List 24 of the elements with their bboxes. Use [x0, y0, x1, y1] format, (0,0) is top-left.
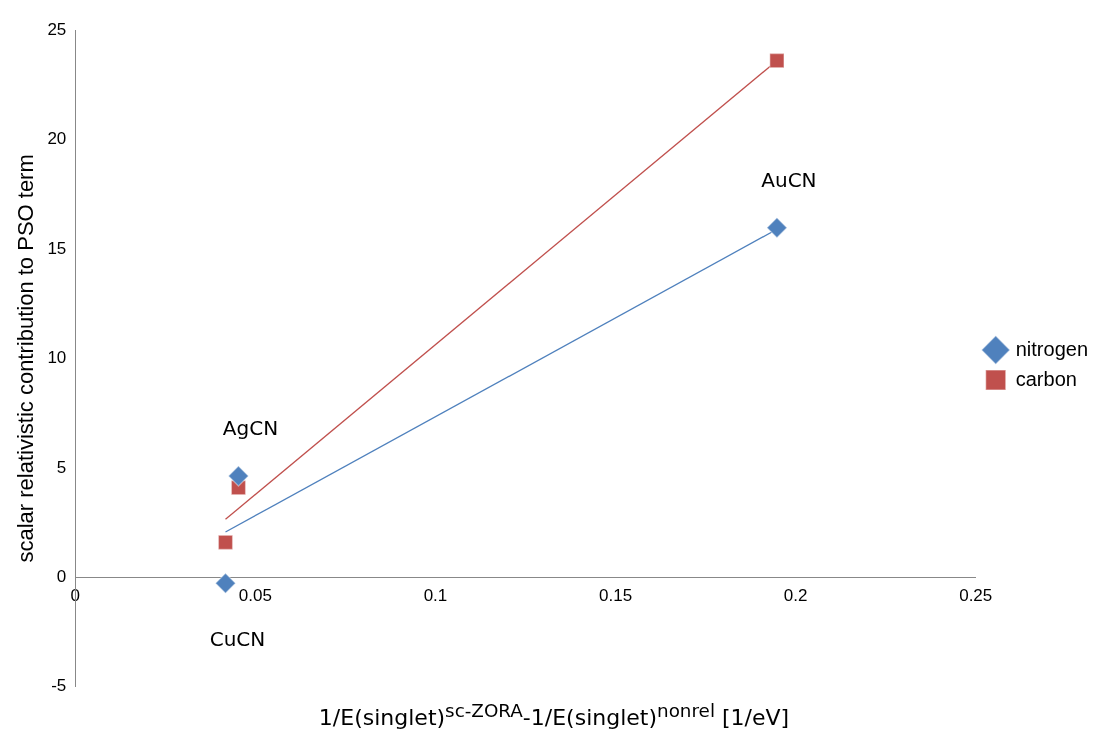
annotation: AuCN: [761, 167, 817, 192]
y-tick-label: 15: [47, 238, 67, 258]
y-axis-title: scalar relativistic contribution to PSO term: [13, 154, 39, 563]
legend-label: carbon: [1015, 367, 1077, 390]
x-tick-label: 0.25: [959, 586, 993, 606]
y-tick-label: 5: [56, 457, 67, 477]
annotation: AgCN: [222, 416, 279, 441]
y-tick-label: -5: [51, 676, 67, 696]
point: [227, 465, 250, 487]
x-tick-label: 0.1: [423, 586, 448, 606]
x-tick-label: 0.15: [599, 586, 633, 606]
y-tick-label: 20: [47, 129, 67, 149]
y-tick-label: 0: [56, 567, 67, 587]
point: [217, 534, 234, 551]
annotation: CuCN: [209, 627, 266, 652]
legend-label: nitrogen: [1015, 337, 1089, 360]
point: [769, 52, 785, 69]
x-tick-label: 0.05: [238, 586, 272, 606]
point: [214, 572, 237, 594]
point: [766, 217, 788, 239]
y-tick-label: 25: [47, 19, 67, 39]
x-tick-label: 0.2: [783, 586, 808, 606]
y-tick-label: 10: [47, 348, 67, 368]
x-axis-title: 1/E(singlet)$^{sc-ZORA}$-1/E(singlet)$^{nonrel}$ [1/eV]: [317, 700, 791, 731]
